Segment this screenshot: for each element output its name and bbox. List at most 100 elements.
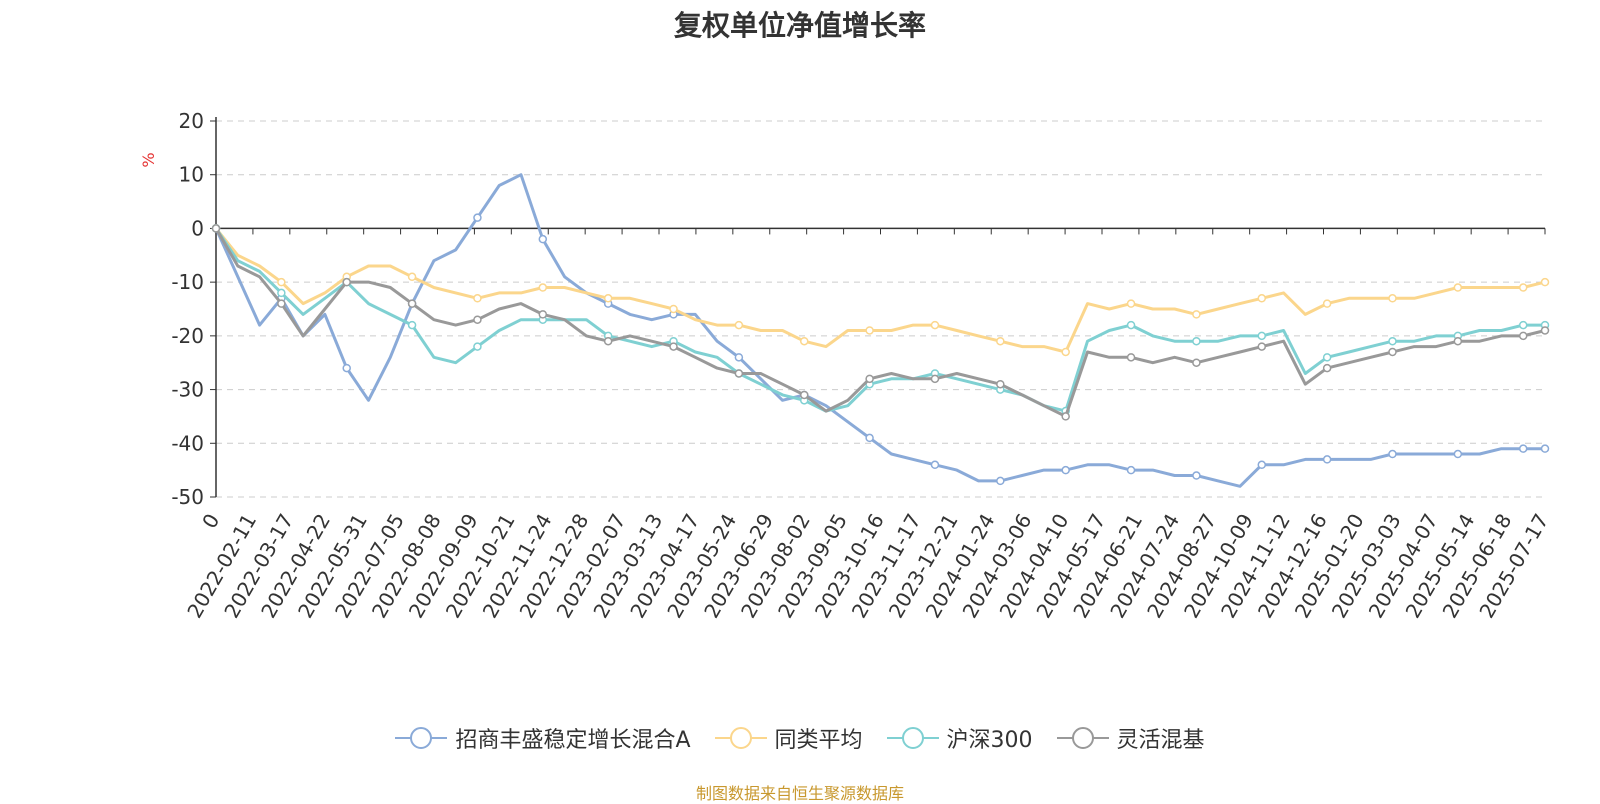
- data-point: [1518, 320, 1528, 330]
- series-2: [211, 224, 1550, 416]
- data-point: [1192, 358, 1201, 367]
- y-tick-label: -50: [171, 485, 204, 509]
- y-tick-label: -30: [171, 378, 204, 402]
- legend-swatch: [1056, 727, 1109, 749]
- legend-item[interactable]: 沪深300: [886, 722, 1033, 754]
- data-point: [1257, 342, 1267, 351]
- data-point: [930, 320, 940, 330]
- data-point: [799, 336, 809, 346]
- legend-label: 招商丰盛稳定增长混合A: [455, 728, 691, 753]
- data-point: [538, 234, 548, 244]
- data-point: [1518, 331, 1528, 341]
- series-3: [211, 224, 1550, 421]
- x-tick-label: 0: [197, 510, 224, 533]
- data-point: [669, 304, 678, 314]
- data-point: [1126, 320, 1136, 330]
- y-tick-label: -40: [171, 431, 204, 455]
- data-point: [473, 213, 482, 222]
- data-point: [277, 288, 286, 298]
- data-point: [407, 299, 417, 308]
- source-note: 制图数据来自恒生聚源数据库: [695, 784, 904, 803]
- y-axis: 20 10 0 -10 -20 -30 -40 -50: [171, 109, 217, 509]
- data-point: [1061, 347, 1070, 357]
- data-point: [734, 320, 744, 330]
- data-point: [1126, 299, 1136, 308]
- series-line: [214, 227, 1546, 354]
- data-point: [930, 460, 940, 470]
- data-point: [1453, 449, 1463, 459]
- data-point: [1518, 444, 1528, 453]
- y-tick-label: -20: [171, 324, 204, 348]
- data-point: [865, 374, 874, 384]
- data-point: [603, 336, 613, 346]
- data-point: [407, 320, 417, 330]
- data-point: [1322, 363, 1332, 373]
- data-point: [538, 310, 548, 319]
- legend-item[interactable]: 招商丰盛稳定增长混合A: [395, 722, 691, 754]
- series-line: [214, 227, 1546, 418]
- data-point: [1257, 331, 1267, 341]
- data-point: [277, 277, 286, 287]
- data-point: [277, 299, 286, 308]
- legend-swatch: [886, 727, 939, 749]
- data-point: [1192, 471, 1201, 480]
- data-point: [1192, 336, 1201, 346]
- data-point: [734, 369, 744, 378]
- data-point: [1061, 465, 1070, 475]
- legend-swatch: [395, 727, 448, 749]
- data-point: [1388, 294, 1397, 303]
- data-point: [407, 272, 417, 282]
- data-point: [211, 224, 221, 233]
- series-line: [214, 227, 1545, 413]
- data-point: [1257, 460, 1267, 470]
- y-axis-label: %: [139, 152, 158, 167]
- data-point: [473, 294, 482, 303]
- data-point: [1540, 444, 1550, 453]
- data-point: [538, 283, 548, 292]
- data-point: [669, 342, 678, 351]
- data-point: [1126, 353, 1136, 362]
- series-1: [211, 224, 1550, 357]
- data-point: [799, 390, 809, 400]
- data-point: [1518, 283, 1528, 292]
- data-point: [1453, 336, 1463, 346]
- data-point: [342, 363, 351, 373]
- data-point: [473, 342, 482, 351]
- legend-item[interactable]: 灵活混基: [1056, 722, 1205, 754]
- data-point: [1257, 294, 1267, 303]
- data-point: [1453, 283, 1463, 292]
- legend-label: 灵活混基: [1116, 728, 1205, 753]
- data-point: [996, 379, 1005, 389]
- data-point: [473, 315, 482, 324]
- y-tick-label: 0: [191, 216, 204, 240]
- legend: 招商丰盛稳定增长混合A 同类平均 沪深300 灵活混基: [0, 722, 1600, 754]
- data-point: [865, 433, 874, 443]
- data-point: [1388, 347, 1397, 357]
- data-point: [1388, 449, 1397, 459]
- data-point: [930, 374, 940, 384]
- legend-swatch: [714, 727, 767, 749]
- series-0: [211, 173, 1550, 488]
- data-point: [1540, 326, 1550, 335]
- data-point: [996, 336, 1005, 346]
- y-tick-label: 10: [179, 163, 204, 187]
- data-point: [865, 326, 874, 335]
- grid-lines: [216, 120, 1545, 498]
- data-point: [1126, 465, 1136, 475]
- data-point: [342, 277, 351, 287]
- y-tick-label: -10: [171, 270, 204, 294]
- chart-title: 复权单位净值增长率: [673, 9, 926, 42]
- legend-item[interactable]: 同类平均: [714, 722, 863, 754]
- data-point: [1388, 336, 1397, 346]
- data-point: [1322, 299, 1332, 308]
- legend-label: 沪深300: [946, 728, 1033, 753]
- series-lines: [211, 173, 1550, 488]
- data-point: [1322, 353, 1332, 362]
- data-point: [1540, 277, 1550, 287]
- data-point: [996, 476, 1005, 486]
- data-point: [1192, 310, 1201, 319]
- data-point: [1322, 455, 1332, 464]
- y-tick-label: 20: [179, 109, 204, 133]
- legend-label: 同类平均: [774, 728, 863, 753]
